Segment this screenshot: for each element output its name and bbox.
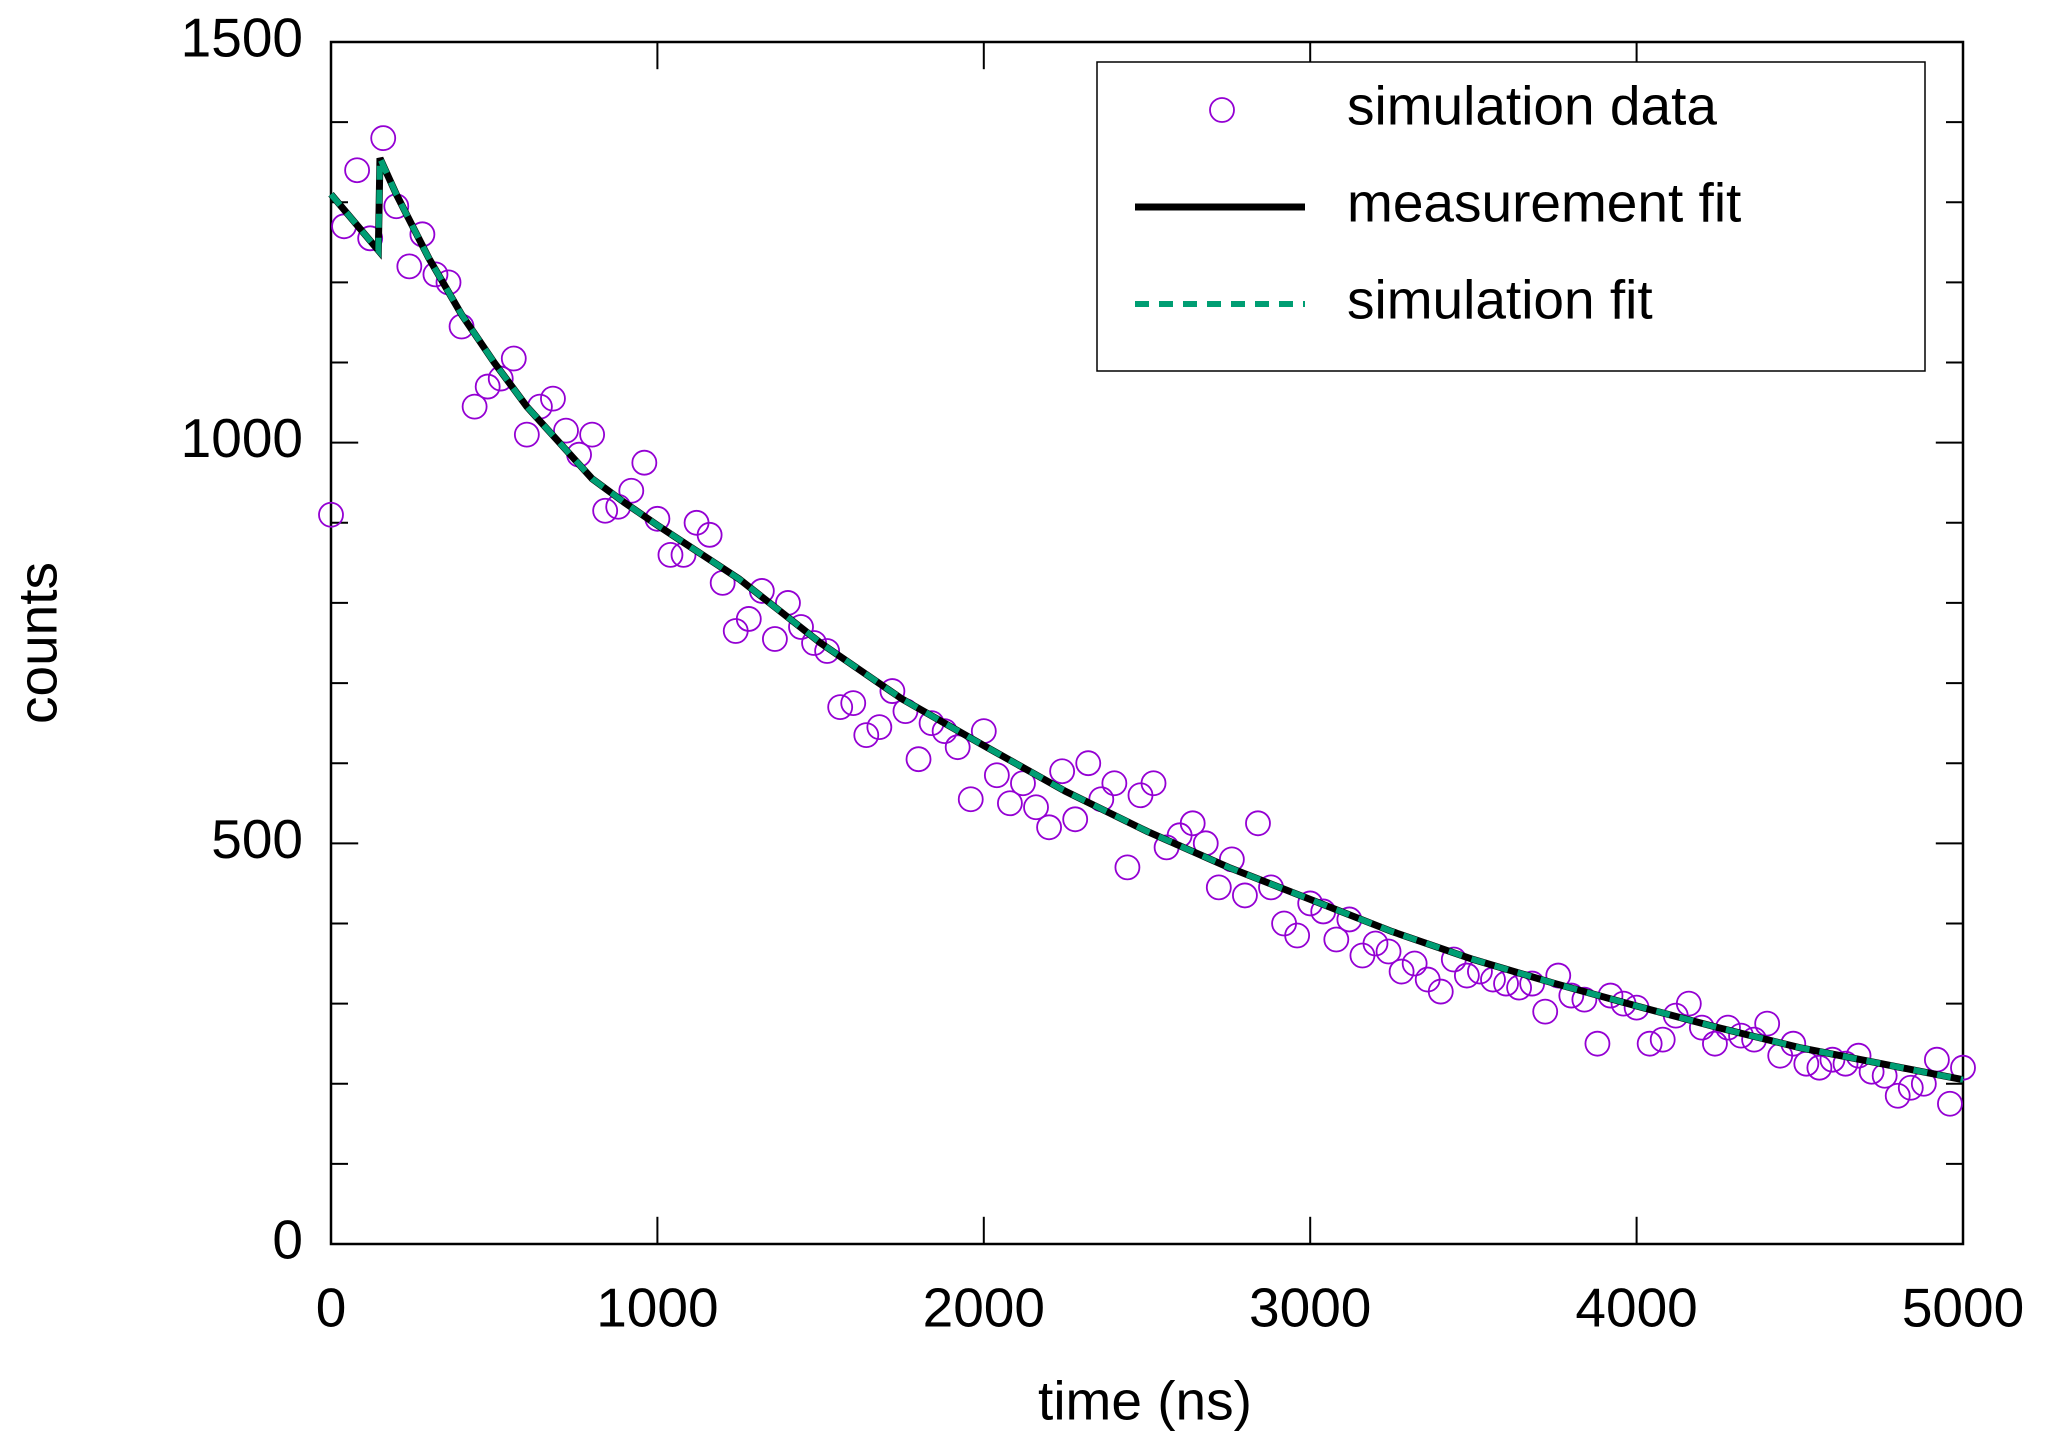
data-point xyxy=(1362,930,1389,957)
data-point xyxy=(1062,806,1089,833)
data-point xyxy=(1506,974,1532,1001)
data-point xyxy=(318,501,344,528)
legend-box xyxy=(1096,61,1926,372)
data-point xyxy=(1675,990,1702,1017)
data-point xyxy=(1245,810,1271,837)
data-point xyxy=(1754,1010,1781,1037)
y-tick-label: 1500 xyxy=(181,7,303,69)
y-tick-label: 1000 xyxy=(181,407,303,469)
data-point xyxy=(396,253,423,280)
x-tick-label: 1000 xyxy=(596,1277,718,1339)
x-axis-label: time (ns) xyxy=(1038,1370,1252,1432)
data-point xyxy=(500,345,527,372)
data-point xyxy=(696,521,723,548)
y-tick-label: 0 xyxy=(272,1209,303,1271)
data-point xyxy=(762,626,788,652)
data-point xyxy=(983,762,1010,789)
plot-frame xyxy=(329,40,1965,1246)
data-point xyxy=(997,790,1023,817)
data-point xyxy=(905,746,932,773)
data-point xyxy=(1937,1090,1963,1117)
data-point xyxy=(1284,922,1311,949)
data-point xyxy=(553,417,579,444)
data-point xyxy=(1375,938,1402,965)
data-point xyxy=(840,690,867,716)
data-point xyxy=(1049,758,1076,785)
data-point xyxy=(1140,770,1167,797)
data-point xyxy=(788,614,814,640)
legend-label: simulation fit xyxy=(1347,269,1653,331)
legend-label: simulation data xyxy=(1347,75,1717,137)
data-point xyxy=(422,261,449,288)
x-tick-label: 0 xyxy=(316,1277,347,1339)
y-axis-label: counts xyxy=(7,562,69,724)
data-point xyxy=(370,125,397,152)
data-point xyxy=(474,373,501,400)
data-point xyxy=(513,421,540,448)
data-point xyxy=(1649,1026,1676,1053)
data-point xyxy=(1897,1074,1924,1101)
data-point xyxy=(1702,1030,1728,1057)
data-point xyxy=(814,638,841,664)
data-point xyxy=(592,497,619,524)
data-point xyxy=(1179,810,1206,837)
data-point xyxy=(1101,770,1128,797)
data-point xyxy=(1832,1050,1859,1077)
data-point xyxy=(879,678,906,704)
data-point xyxy=(1401,950,1428,977)
data-point xyxy=(1232,882,1258,909)
data-point xyxy=(1323,926,1350,953)
data-point xyxy=(1023,794,1049,821)
data-point xyxy=(1571,986,1598,1013)
data-point xyxy=(1114,854,1141,881)
data-point xyxy=(1036,814,1062,841)
data-point xyxy=(657,541,684,568)
data-point xyxy=(1636,1030,1663,1057)
dashed-fit-line xyxy=(328,156,1964,1083)
legend-marker xyxy=(1209,97,1235,123)
data-point xyxy=(1453,962,1480,989)
data-point xyxy=(344,157,371,184)
data-point xyxy=(357,225,384,252)
data-point xyxy=(1923,1046,1950,1073)
data-point xyxy=(1584,1030,1611,1057)
data-point xyxy=(1884,1082,1911,1109)
data-point xyxy=(944,734,971,761)
x-tick-label: 3000 xyxy=(1249,1277,1371,1339)
data-point xyxy=(853,722,880,749)
x-tick-label: 4000 xyxy=(1575,1277,1697,1339)
data-point xyxy=(957,786,984,813)
x-tick-label: 5000 xyxy=(1902,1277,2024,1339)
data-point xyxy=(866,714,893,741)
x-tick-label: 2000 xyxy=(923,1277,1045,1339)
data-point xyxy=(1075,750,1102,777)
data-point xyxy=(461,393,488,420)
data-point xyxy=(735,606,762,632)
data-point xyxy=(1205,874,1232,901)
data-point xyxy=(1427,978,1454,1005)
data-point xyxy=(540,385,566,412)
data-point xyxy=(579,421,606,448)
data-point xyxy=(1558,982,1585,1009)
data-point xyxy=(827,694,854,721)
legend-label: measurement fit xyxy=(1347,172,1741,234)
data-point xyxy=(1532,998,1559,1025)
y-tick-label: 500 xyxy=(211,808,303,870)
data-point xyxy=(631,449,658,476)
data-point xyxy=(1806,1054,1833,1081)
data-point xyxy=(1793,1050,1820,1077)
data-point xyxy=(618,477,645,504)
data-point xyxy=(1388,958,1415,985)
